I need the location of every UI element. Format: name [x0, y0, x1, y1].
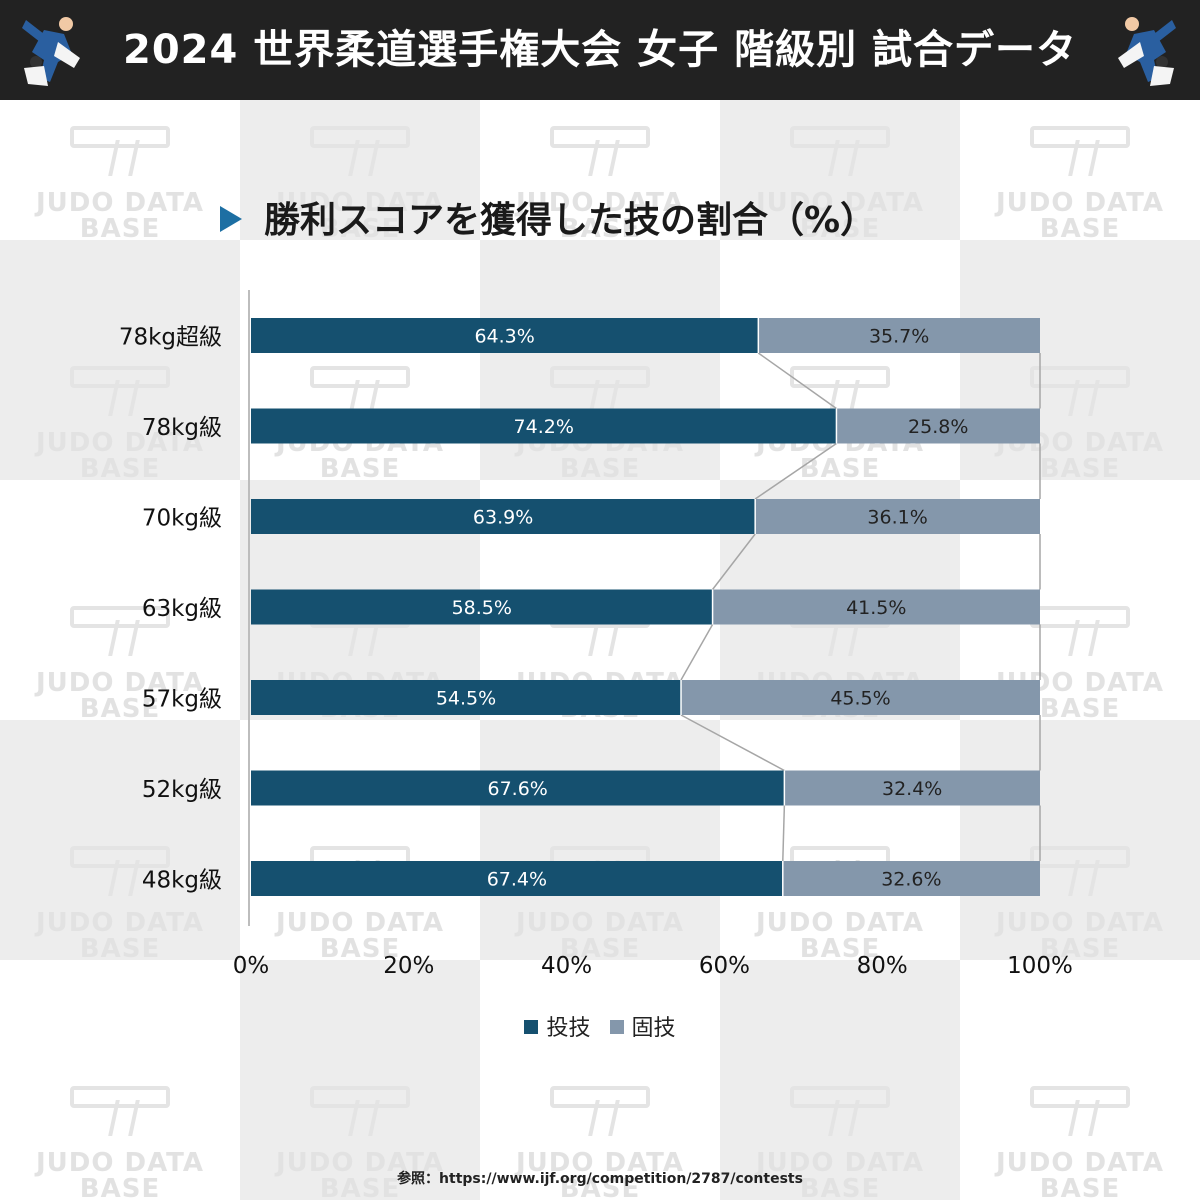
data-label-throw: 67.4% [487, 869, 547, 891]
checker-background [0, 100, 1200, 1200]
bar-throw [251, 680, 682, 715]
data-label-throw: 63.9% [473, 507, 533, 529]
bar-hold [712, 589, 1040, 625]
category-label: 48kg級 [142, 868, 222, 894]
judoka-icon [1118, 17, 1176, 86]
data-label-hold: 45.5% [830, 688, 890, 710]
x-tick-label: 100% [1007, 953, 1073, 979]
series-line-segment [757, 352, 837, 410]
bar-throw [251, 770, 785, 806]
series-line-segment [680, 714, 785, 772]
data-label-hold: 32.6% [881, 869, 941, 891]
category-label: 52kg級 [142, 777, 222, 803]
header-bar: 2024 世界柔道選手権大会 女子 階級別 試合データ [0, 0, 1200, 100]
bar-hold [758, 318, 1040, 353]
category-label: 63kg級 [142, 596, 222, 622]
data-label-hold: 35.7% [869, 326, 929, 348]
bar-throw [251, 408, 837, 444]
x-tick-label: 40% [541, 953, 592, 979]
page-title: 2024 世界柔道選手権大会 女子 階級別 試合データ [122, 27, 1078, 73]
x-tick-label: 80% [857, 953, 908, 979]
bar-hold [836, 408, 1040, 444]
category-label: 70kg級 [142, 506, 222, 532]
data-label-throw: 64.3% [474, 326, 534, 348]
data-label-throw: 54.5% [436, 688, 496, 710]
data-label-hold: 25.8% [908, 416, 968, 438]
series-line-segment [782, 805, 786, 862]
category-label: 78kg級 [142, 415, 222, 441]
series-line-segment [680, 624, 714, 681]
legend: 投技 固技 [0, 1010, 1200, 1042]
legend-item-throw: 投技 [524, 1010, 591, 1042]
data-label-hold: 36.1% [867, 507, 927, 529]
data-label-hold: 41.5% [846, 597, 906, 619]
legend-swatch-hold [609, 1020, 624, 1034]
series-line-segment [711, 533, 756, 590]
x-tick-label: 0% [233, 953, 270, 979]
bar-throw [251, 589, 713, 625]
bar-throw [251, 499, 756, 534]
chart-title-text: 勝利スコアを獲得した技の割合（%） [264, 200, 877, 241]
data-label-hold: 32.4% [882, 778, 942, 800]
x-tick-label: 20% [383, 953, 434, 979]
source-note: 参照：https://www.ijf.org/competition/2787/… [397, 1171, 803, 1187]
legend-item-hold: 固技 [609, 1010, 676, 1042]
bar-throw [251, 318, 759, 353]
judoka-icon [22, 17, 80, 86]
bar-hold [755, 499, 1040, 534]
x-tick-label: 60% [699, 953, 750, 979]
chart-title: 勝利スコアを獲得した技の割合（%） [220, 196, 876, 246]
bar-hold [681, 680, 1040, 715]
series-line-segment [754, 442, 837, 500]
data-label-throw: 58.5% [452, 597, 512, 619]
category-label: 57kg級 [142, 687, 222, 713]
category-label: 78kg超級 [119, 325, 222, 351]
data-label-throw: 74.2% [514, 416, 574, 438]
bar-hold [782, 861, 1040, 896]
data-label-throw: 67.6% [488, 778, 548, 800]
bar-hold [784, 770, 1040, 806]
play-triangle-icon [220, 206, 242, 232]
bar-throw [251, 861, 783, 896]
legend-swatch-throw [524, 1020, 539, 1034]
legend-label-throw: 投技 [546, 1016, 591, 1041]
legend-label-hold: 固技 [631, 1016, 676, 1041]
